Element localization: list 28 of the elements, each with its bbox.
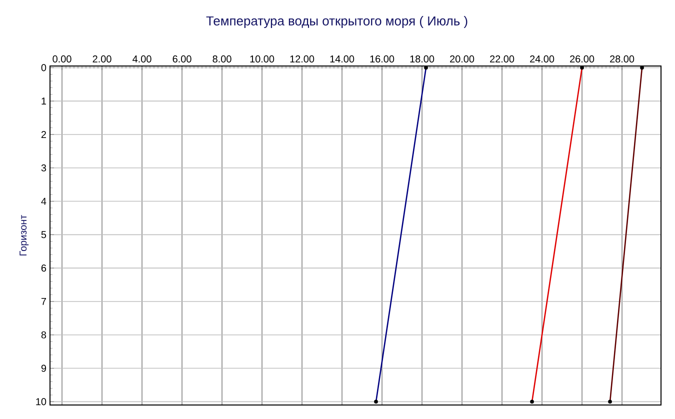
- x-tick-label: 26.00: [570, 55, 594, 62]
- x-tick-label: 0.00: [52, 55, 72, 62]
- x-tick-label: 6.00: [172, 55, 192, 62]
- y-tick-label: 8: [41, 331, 46, 338]
- x-tick-label: 16.00: [370, 55, 394, 62]
- x-tick-label: 14.00: [330, 55, 354, 62]
- y-tick-label: 7: [41, 298, 46, 305]
- x-tick-label: 8.00: [212, 55, 232, 62]
- y-tick-label: 9: [41, 364, 46, 372]
- chart-title: Температура воды открытого моря ( Июль ): [206, 16, 468, 28]
- x-tick-label: 20.00: [450, 55, 474, 62]
- x-tick-label: 24.00: [530, 55, 554, 62]
- y-tick-label: 0: [41, 64, 46, 72]
- x-tick-label: 28.00: [610, 55, 634, 62]
- x-tick-label: 12.00: [290, 55, 314, 62]
- x-tick-label: 10.00: [250, 55, 274, 62]
- y-tick-label: 2: [41, 130, 46, 138]
- x-tick-label: 18.00: [410, 55, 434, 62]
- y-axis-title: Горизонт: [20, 214, 29, 256]
- y-tick-label: 6: [41, 264, 46, 272]
- y-tick-label: 3: [41, 164, 46, 172]
- x-tick-label: 4.00: [132, 55, 152, 62]
- y-tick-label: 4: [41, 198, 46, 205]
- y-tick-label: 5: [41, 231, 46, 238]
- y-tick-label: 10: [36, 398, 46, 406]
- y-tick-label: 1: [42, 98, 46, 104]
- x-tick-label: 2.00: [92, 55, 112, 62]
- x-tick-label: 22.00: [490, 55, 514, 62]
